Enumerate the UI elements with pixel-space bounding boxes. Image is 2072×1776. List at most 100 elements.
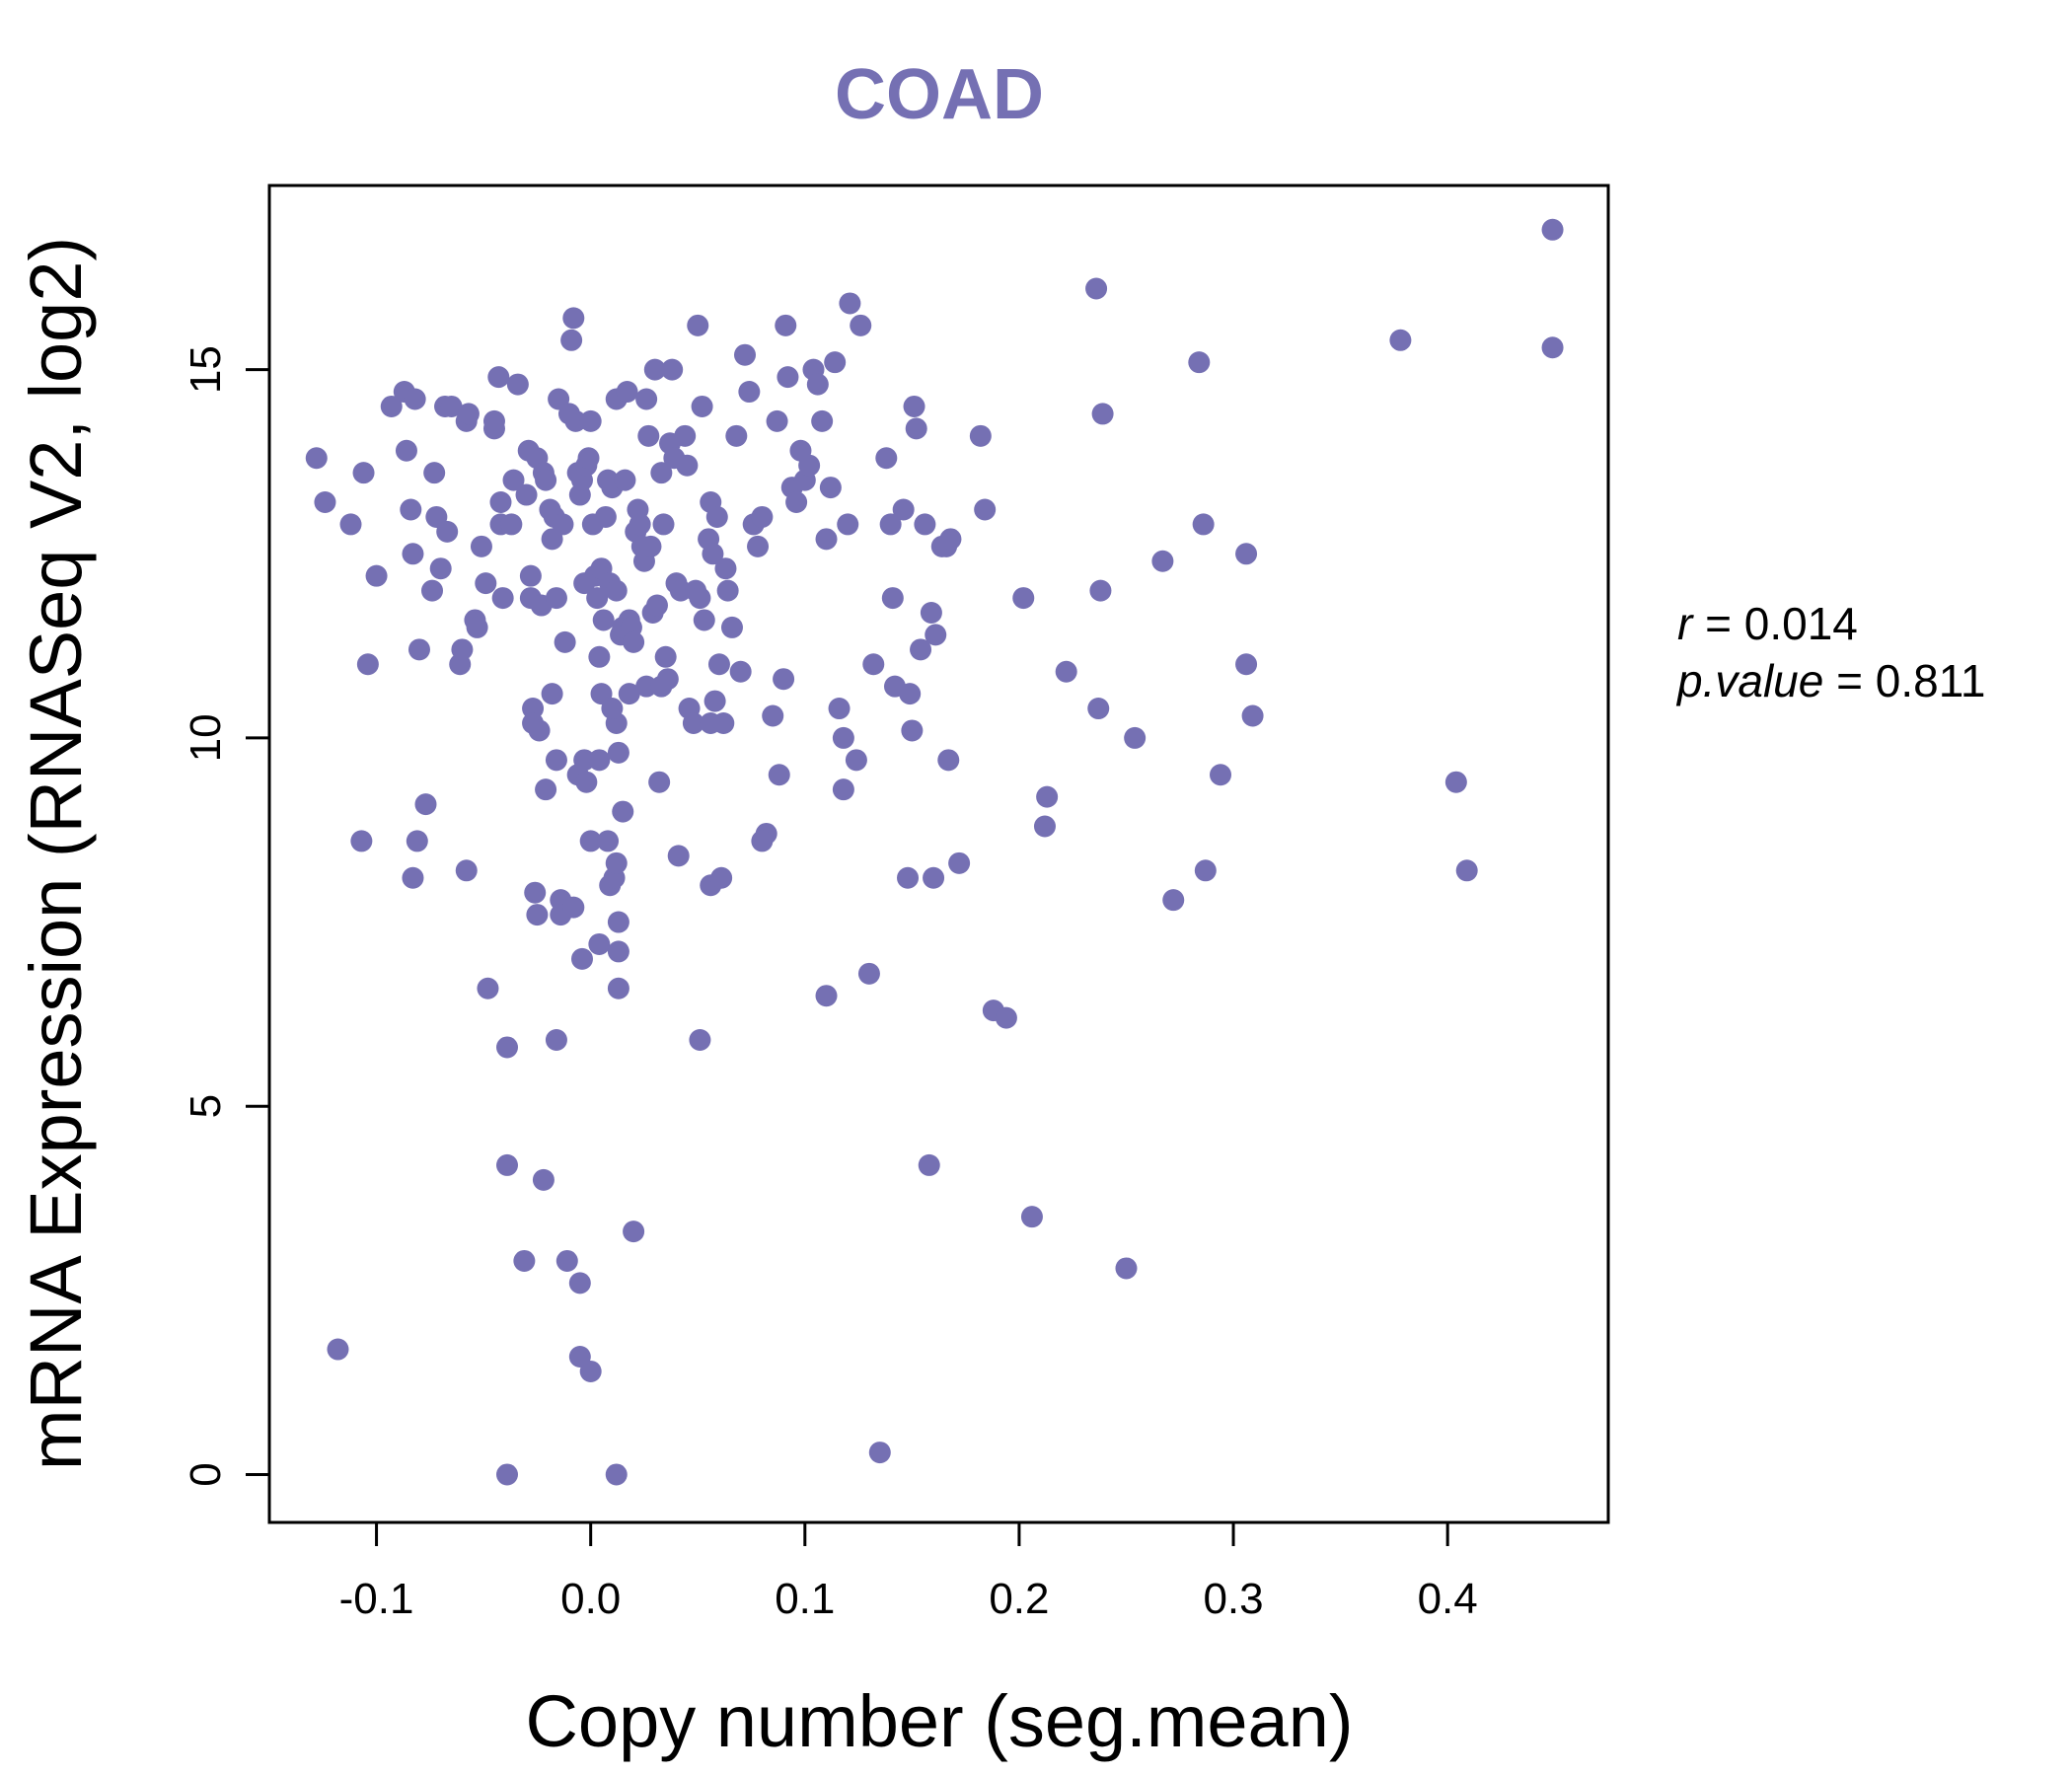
r-value: 0.014 — [1744, 598, 1858, 649]
data-point — [455, 859, 478, 882]
data-point — [451, 638, 474, 661]
data-point — [923, 866, 945, 889]
data-point — [689, 1029, 711, 1052]
data-point — [857, 962, 880, 985]
data-point — [654, 645, 677, 668]
x-axis: -0.1 0.0 0.1 0.2 0.3 0.4 — [339, 1520, 1478, 1623]
data-point — [832, 726, 854, 749]
data-point — [645, 594, 668, 617]
data-point — [502, 469, 525, 491]
data-point — [380, 395, 403, 417]
correlation-annotation: r = 0.014 — [1677, 598, 1858, 649]
data-point — [652, 513, 675, 536]
data-point — [552, 513, 574, 536]
data-point — [496, 1463, 519, 1486]
data-point — [457, 403, 480, 425]
data-point — [705, 505, 728, 528]
data-point — [395, 439, 417, 462]
x-tick-label: -0.1 — [339, 1575, 414, 1623]
data-point — [562, 896, 585, 919]
data-point — [470, 535, 492, 557]
data-point — [588, 645, 611, 668]
data-point — [402, 866, 424, 889]
data-point — [496, 1153, 519, 1176]
data-point — [1235, 543, 1258, 565]
data-point — [806, 373, 829, 396]
data-point — [639, 535, 662, 557]
data-point — [669, 579, 692, 602]
data-point — [535, 469, 557, 491]
data-point — [751, 505, 774, 528]
data-point — [314, 491, 336, 514]
data-point — [554, 630, 576, 653]
data-point — [1192, 513, 1215, 536]
data-point — [815, 985, 838, 1007]
data-point — [423, 462, 446, 484]
data-point — [837, 513, 859, 536]
x-axis-label: Copy number (seg.mean) — [525, 1680, 1353, 1762]
data-point — [629, 513, 651, 536]
data-point — [773, 668, 795, 691]
y-tick-label: 10 — [182, 713, 230, 762]
data-point — [491, 587, 514, 610]
data-point — [594, 505, 617, 528]
data-point — [720, 616, 743, 638]
data-point — [1151, 550, 1174, 572]
data-point — [436, 520, 459, 543]
data-point — [1091, 403, 1114, 425]
data-point — [667, 845, 690, 867]
data-point — [597, 830, 620, 852]
data-point — [327, 1338, 349, 1361]
data-point — [1188, 351, 1211, 374]
data-point — [545, 587, 567, 610]
data-point — [605, 579, 628, 602]
data-point — [819, 477, 842, 499]
data-point — [868, 1442, 891, 1464]
data-point — [577, 447, 600, 470]
data-point — [356, 653, 379, 676]
data-point — [687, 314, 709, 336]
data-point — [339, 513, 362, 536]
data-point — [545, 749, 567, 772]
data-point — [738, 381, 761, 404]
data-point — [729, 660, 752, 683]
data-point — [607, 977, 629, 999]
data-point — [350, 830, 373, 852]
p-equals: = — [1823, 655, 1875, 706]
data-point — [605, 851, 628, 874]
data-point — [905, 417, 927, 440]
data-point — [828, 698, 851, 720]
data-point — [777, 366, 799, 389]
data-point — [506, 373, 529, 396]
data-point — [1012, 587, 1035, 610]
y-tick-label: 5 — [182, 1094, 230, 1118]
data-point — [588, 932, 611, 955]
data-point — [925, 624, 947, 646]
y-axis: 0 5 10 15 — [182, 345, 271, 1487]
data-point — [623, 630, 645, 653]
data-point — [734, 343, 757, 366]
data-point — [305, 447, 328, 470]
data-point — [1455, 859, 1478, 882]
r-label: r — [1677, 598, 1694, 649]
data-point — [811, 409, 834, 432]
data-point — [714, 557, 737, 580]
x-tick-label: 0.3 — [1203, 1575, 1263, 1623]
data-point — [402, 543, 424, 565]
data-point — [575, 771, 598, 793]
data-point — [429, 557, 452, 580]
data-point — [573, 749, 596, 772]
data-point — [1089, 579, 1112, 602]
data-point — [676, 454, 699, 477]
data-point — [618, 683, 640, 705]
data-point — [1241, 704, 1264, 727]
data-point — [661, 358, 684, 381]
data-point — [477, 977, 499, 999]
data-point — [352, 462, 375, 484]
data-point — [482, 417, 505, 440]
data-point — [875, 447, 898, 470]
data-point — [519, 564, 542, 587]
data-point — [824, 351, 847, 374]
data-point — [862, 653, 885, 676]
